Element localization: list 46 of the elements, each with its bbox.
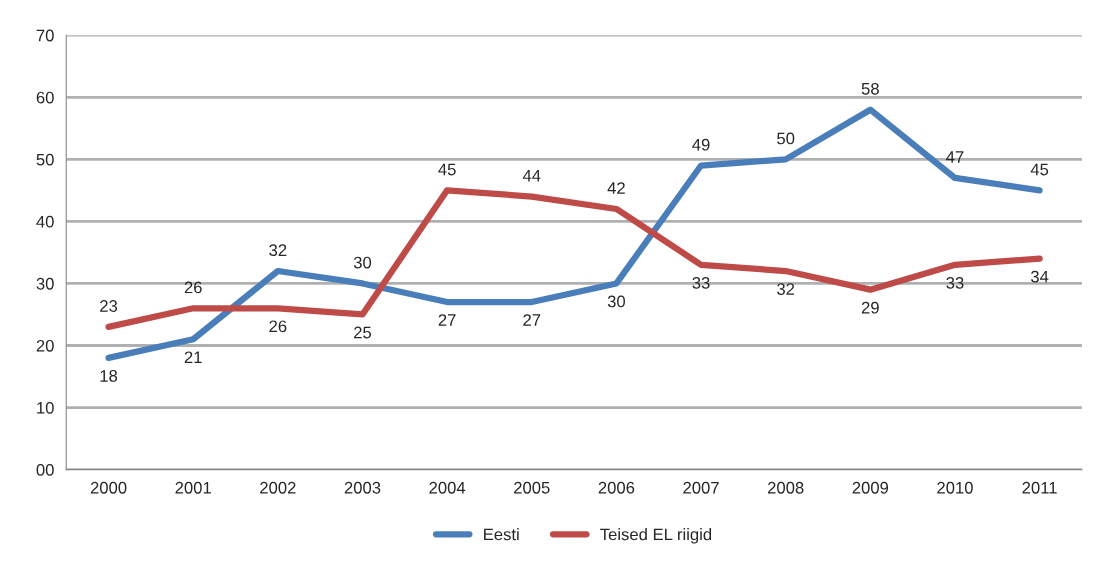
data-label: 26 bbox=[269, 320, 287, 333]
x-tick-label: 2010 bbox=[937, 481, 973, 494]
data-label: 18 bbox=[100, 370, 118, 382]
data-label: 45 bbox=[1030, 163, 1049, 176]
data-label: 42 bbox=[607, 182, 625, 194]
x-tick-label: 2001 bbox=[175, 481, 211, 494]
y-tick-label: 60 bbox=[36, 91, 54, 104]
data-label: 33 bbox=[692, 276, 710, 289]
data-label: 44 bbox=[522, 169, 541, 182]
y-tick-label: 00 bbox=[36, 464, 54, 476]
x-tick-label: 2006 bbox=[598, 481, 635, 494]
x-tick-label: 2007 bbox=[683, 481, 719, 494]
x-tick-label: 2009 bbox=[852, 481, 889, 494]
data-label: 32 bbox=[777, 283, 795, 295]
x-tick-label: 2000 bbox=[90, 481, 127, 494]
data-label: 33 bbox=[946, 276, 964, 289]
data-label: 45 bbox=[438, 163, 456, 176]
y-tick-label: 50 bbox=[36, 153, 54, 166]
data-label: 32 bbox=[269, 244, 287, 257]
data-label: 29 bbox=[861, 301, 879, 314]
x-tick-label: 2004 bbox=[429, 481, 466, 494]
data-label: 58 bbox=[861, 82, 879, 95]
y-tick-label: 70 bbox=[36, 29, 54, 42]
x-tick-label: 2011 bbox=[1022, 481, 1057, 494]
legend-label: Teised EL riigid bbox=[600, 528, 712, 544]
data-label: 23 bbox=[100, 300, 118, 312]
data-label: 27 bbox=[438, 314, 456, 326]
y-tick-label: 10 bbox=[37, 401, 54, 414]
legend-label: Eesti bbox=[484, 528, 519, 541]
data-label: 25 bbox=[354, 326, 372, 339]
data-label: 21 bbox=[184, 351, 202, 364]
data-label: 27 bbox=[523, 314, 541, 326]
data-label: 47 bbox=[946, 151, 964, 163]
data-label: 49 bbox=[692, 138, 710, 151]
x-tick-label: 2003 bbox=[344, 481, 381, 494]
data-label: 50 bbox=[777, 132, 795, 145]
data-label: 30 bbox=[353, 256, 372, 269]
data-label: 34 bbox=[1030, 270, 1049, 283]
x-tick-label: 2008 bbox=[767, 481, 804, 494]
y-tick-label: 30 bbox=[36, 277, 54, 290]
x-tick-label: 2002 bbox=[260, 481, 296, 494]
x-tick-label: 2005 bbox=[514, 481, 550, 494]
data-label: 30 bbox=[607, 295, 626, 308]
y-tick-label: 40 bbox=[36, 215, 54, 228]
data-label: 26 bbox=[184, 281, 202, 294]
y-tick-label: 20 bbox=[36, 339, 54, 352]
